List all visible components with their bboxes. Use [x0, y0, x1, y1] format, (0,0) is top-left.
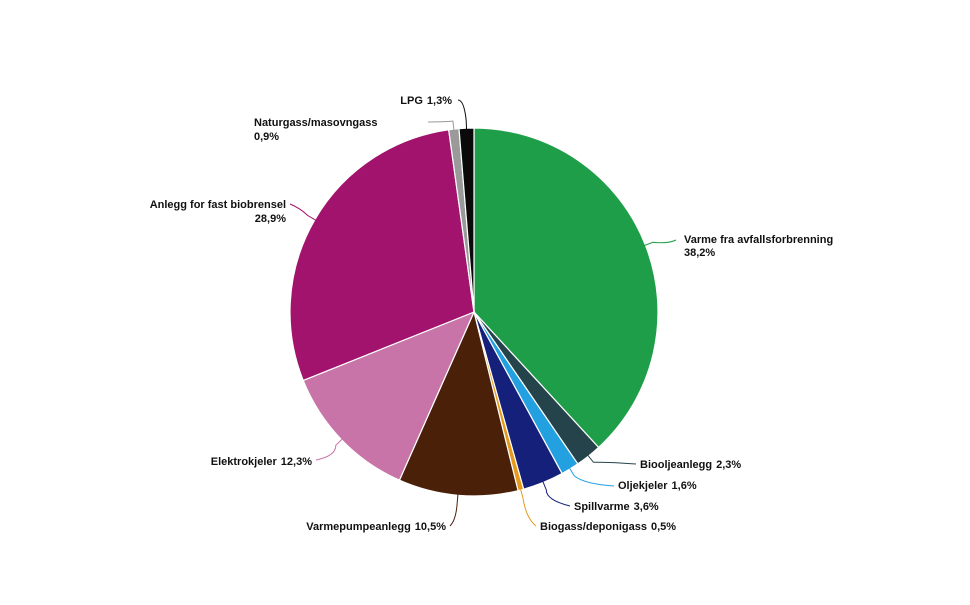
slice-label-value: 3,6%	[634, 501, 659, 513]
slice-label-spillvarme: Spillvarme 3,6%	[574, 501, 659, 513]
slice-label-name: Varmepumpeanlegg	[306, 521, 411, 533]
slice-label-anlegg-for-fast-biobrensel: Anlegg for fast biobrensel 28,9%	[150, 199, 287, 225]
slice-label-varmepumpeanlegg: Varmepumpeanlegg 10,5%	[306, 521, 446, 533]
slice-label-lpg: LPG 1,3%	[400, 95, 452, 107]
slice-label-oljekjeler: Oljekjeler 1,6%	[618, 480, 697, 492]
slice-label-value: 10,5%	[415, 521, 446, 533]
slice-label-value: 38,2%	[684, 247, 715, 259]
leader-lines-layer	[289, 99, 677, 527]
slice-label-biooljeanlegg: Biooljeanlegg 2,3%	[640, 459, 741, 471]
slice-label-value: 0,5%	[651, 521, 676, 533]
slice-label-name: Oljekjeler	[618, 480, 668, 492]
leader-line-anlegg-for-fast-biobrensel	[289, 203, 316, 221]
slice-label-elektrokjeler: Elektrokjeler 12,3%	[211, 456, 312, 468]
slice-label-value: 2,3%	[716, 459, 741, 471]
leader-line-biogass-deponigass	[520, 488, 537, 527]
leader-line-oljekjeler	[569, 467, 615, 487]
slice-label-name: Varme fra avfallsforbrenning	[684, 234, 833, 246]
slice-label-varme-fra-avfallsforbrenning: Varme fra avfallsforbrenning 38,2%	[684, 234, 833, 259]
slices-layer	[289, 127, 659, 497]
slice-label-naturgass-masovngass: Naturgass/masovngass 0,9%	[254, 117, 378, 143]
slice-label-value: 28,9%	[255, 213, 286, 225]
slice-label-name: Anlegg for fast biobrensel	[150, 199, 286, 211]
leader-line-spillvarme	[542, 481, 571, 507]
slice-label-value: 1,3%	[427, 95, 452, 107]
leader-line-naturgass-masovngass	[427, 120, 455, 131]
slice-label-name: Elektrokjeler	[211, 456, 278, 468]
slice-labels-layer: Varme fra avfallsforbrenning 38,2% Bioolje…	[150, 95, 833, 533]
slice-label-value: 0,9%	[254, 131, 279, 143]
slice-label-name: Naturgass/masovngass	[254, 117, 378, 129]
slice-label-name: Biogass/deponigass	[540, 521, 647, 533]
leader-line-varmepumpeanlegg	[449, 494, 459, 527]
slice-label-name: Biooljeanlegg	[640, 459, 712, 471]
leader-line-varme-fra-avfallsforbrenning	[644, 239, 677, 246]
leader-line-lpg	[457, 99, 468, 130]
slice-label-value: 12,3%	[281, 456, 312, 468]
leader-line-elektrokjeler	[315, 438, 343, 461]
slice-label-name: Spillvarme	[574, 501, 630, 513]
leader-line-biooljeanlegg	[587, 454, 637, 465]
slice-label-value: 1,6%	[672, 480, 697, 492]
slice-label-biogass-deponigass: Biogass/deponigass 0,5%	[540, 521, 676, 533]
slice-label-name: LPG	[400, 95, 423, 107]
